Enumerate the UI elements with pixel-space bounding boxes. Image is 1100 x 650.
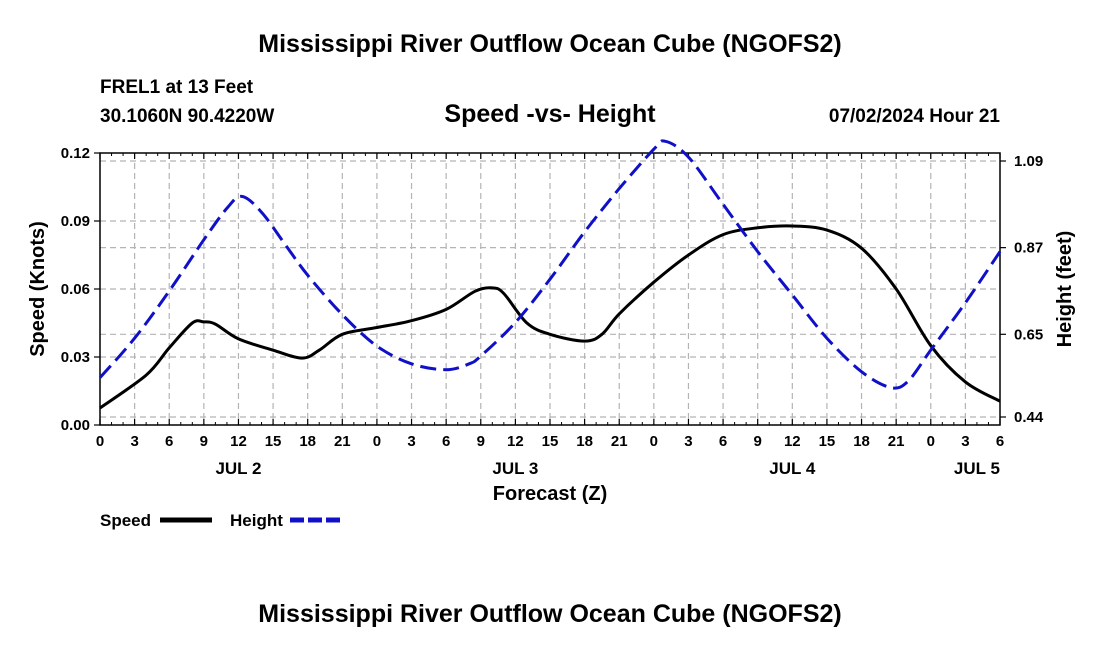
- series-layer: [98, 139, 1002, 410]
- y-tick-label: 0.09: [61, 213, 90, 230]
- x-tick-label: 6: [719, 433, 727, 450]
- x-axis-label: Forecast (Z): [493, 483, 607, 505]
- x-tick-label: 21: [888, 433, 905, 450]
- x-tick-label: 15: [542, 433, 559, 450]
- x-tick-label: 9: [200, 433, 208, 450]
- footer-title: Mississippi River Outflow Ocean Cube (NG…: [258, 600, 842, 628]
- chart-legend: Speed Height: [100, 511, 342, 530]
- series-line-height: [98, 139, 1002, 390]
- y2-tick-label: 0.65: [1014, 326, 1043, 343]
- x-tick-label: 0: [650, 433, 658, 450]
- y-axis-label: Speed (Knots): [27, 221, 49, 357]
- x-tick-label: 3: [684, 433, 692, 450]
- x-tick-label: 6: [165, 433, 173, 450]
- x-tick-label: 12: [784, 433, 801, 450]
- x-tick-label: 3: [407, 433, 415, 450]
- x-tick-label: 6: [996, 433, 1004, 450]
- y2-tick-label: 0.87: [1014, 240, 1043, 257]
- day-label: JUL 5: [954, 459, 1000, 478]
- x-tick-label: 0: [96, 433, 104, 450]
- x-tick-label: 0: [373, 433, 381, 450]
- y2-tick-label: 1.09: [1014, 153, 1043, 170]
- x-tick-label: 9: [477, 433, 485, 450]
- chart-grid: [100, 153, 1000, 425]
- chart-subtitle: Speed -vs- Height: [444, 100, 656, 128]
- legend-label-speed: Speed: [100, 511, 151, 530]
- y2-tick-label: 0.44: [1014, 409, 1044, 426]
- x-tick-label: 15: [265, 433, 282, 450]
- forecast-timestamp: 07/02/2024 Hour 21: [828, 106, 1000, 127]
- x-tick-label: 18: [576, 433, 593, 450]
- x-tick-label: 3: [961, 433, 969, 450]
- y-tick-label: 0.12: [61, 145, 90, 162]
- x-tick-label: 9: [754, 433, 762, 450]
- legend-label-height: Height: [230, 511, 283, 530]
- day-label: JUL 4: [769, 459, 816, 478]
- x-tick-label: 12: [230, 433, 247, 450]
- day-label: JUL 2: [215, 459, 261, 478]
- chart-axes: 0 3 6 9 12 15 18 21 0 3 6 9 12 15 18 21 0 3 6 9 12 15 18 21 0 3 6 J…: [61, 145, 1044, 478]
- y-tick-label: 0.06: [61, 281, 90, 298]
- x-tick-label: 21: [334, 433, 351, 450]
- x-tick-label: 3: [130, 433, 138, 450]
- x-tick-label: 6: [442, 433, 450, 450]
- y2-axis-label: Height (feet): [1054, 231, 1076, 348]
- chart-title: Mississippi River Outflow Ocean Cube (NG…: [258, 30, 842, 58]
- station-coordinates: 30.1060N 90.4220W: [100, 106, 275, 127]
- x-tick-label: 18: [299, 433, 316, 450]
- x-tick-label: 21: [611, 433, 628, 450]
- x-tick-label: 0: [927, 433, 935, 450]
- station-label: FREL1 at 13 Feet: [100, 77, 254, 98]
- series-line-speed: [99, 224, 1001, 410]
- day-label: JUL 3: [492, 459, 538, 478]
- x-tick-label: 12: [507, 433, 524, 450]
- y-tick-label: 0.00: [61, 417, 90, 434]
- x-tick-label: 15: [819, 433, 836, 450]
- y-tick-label: 0.03: [61, 349, 90, 366]
- x-tick-label: 18: [853, 433, 870, 450]
